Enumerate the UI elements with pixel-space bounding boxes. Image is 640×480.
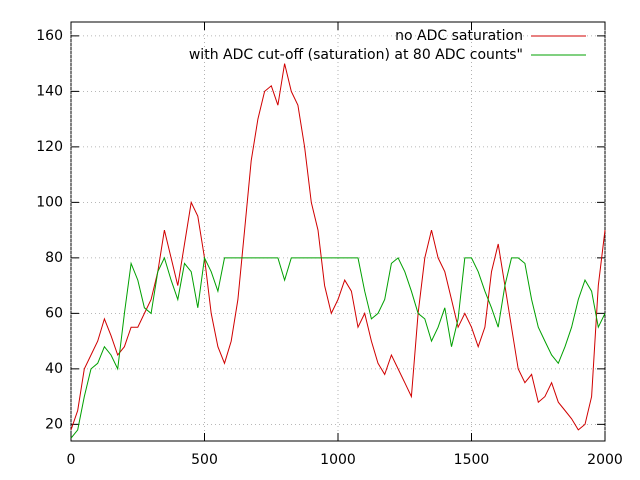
y-tick-label: 80 bbox=[45, 250, 63, 266]
legend-label: with ADC cut-off (saturation) at 80 ADC … bbox=[189, 47, 523, 63]
x-tick-label: 2000 bbox=[587, 452, 623, 468]
series-line bbox=[70, 256, 606, 439]
y-tick-label: 160 bbox=[36, 28, 63, 44]
x-tick-label: 500 bbox=[191, 452, 218, 468]
y-tick-label: 120 bbox=[36, 139, 63, 155]
y-tick-label: 60 bbox=[45, 305, 63, 321]
series-line bbox=[70, 63, 606, 431]
y-tick-label: 100 bbox=[36, 194, 63, 210]
y-tick-label: 20 bbox=[45, 416, 63, 432]
x-tick-label: 1000 bbox=[320, 452, 356, 468]
x-tick-label: 1500 bbox=[454, 452, 490, 468]
x-tick-label: 0 bbox=[67, 452, 76, 468]
legend-label: no ADC saturation bbox=[395, 28, 523, 44]
y-tick-label: 40 bbox=[45, 361, 63, 377]
y-tick-label: 140 bbox=[36, 83, 63, 99]
